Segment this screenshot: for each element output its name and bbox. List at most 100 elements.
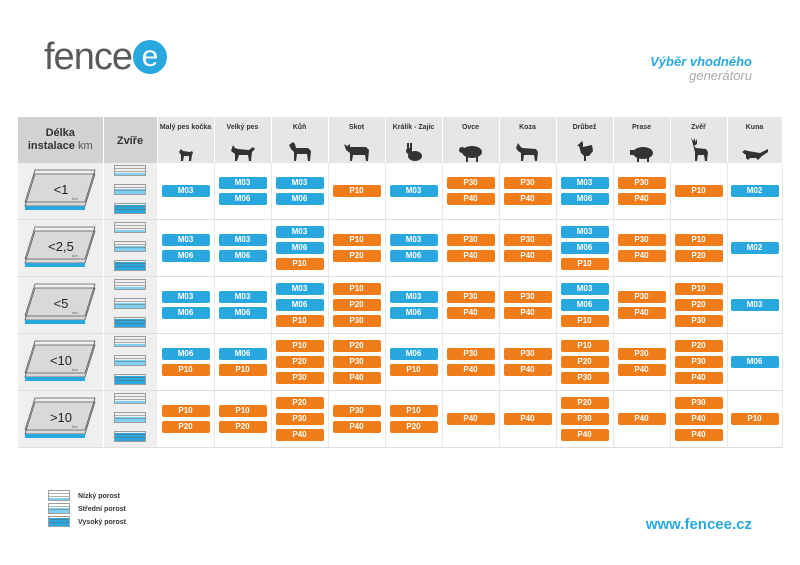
generator-badge: P40 xyxy=(617,307,666,319)
generator-badge: M06 xyxy=(560,193,609,205)
legend-item: Vysoký porost xyxy=(48,516,126,529)
generator-badge: M03 xyxy=(560,177,609,189)
medium-vegetation-fence-icon xyxy=(48,503,70,516)
generator-badge: P10 xyxy=(332,234,381,246)
generator-cell: M06 xyxy=(727,333,783,391)
sheep-icon xyxy=(443,140,499,162)
medium-vegetation-fence-icon xyxy=(114,182,146,200)
generator-badge: M06 xyxy=(218,193,267,205)
generator-cell: M03 M06 P10 xyxy=(556,276,614,334)
generator-cell: P10 P20 P30 xyxy=(271,333,329,391)
generator-cell: P10 P20 xyxy=(328,219,386,277)
generator-badge: P10 xyxy=(674,234,723,246)
generator-cell: M03 M06 P10 xyxy=(271,219,329,277)
length-row: <5 km M03 M06 M03 M06 M03 M06 P10 P10 P20 P30 M03 M06… xyxy=(18,276,783,334)
generator-selection-table: Délka instalace km Zvíře Malý pes kočka V… xyxy=(18,117,783,448)
vegetation-fence-cell xyxy=(103,163,158,220)
generator-badge: P30 xyxy=(503,234,552,246)
title-line-1: Výběr vhodného xyxy=(650,54,752,69)
generator-badge: P30 xyxy=(674,315,723,327)
generator-badge: P20 xyxy=(560,356,609,368)
animal-header: Zvíře xyxy=(103,117,158,163)
generator-badge: M03 xyxy=(389,234,438,246)
generator-badge: P20 xyxy=(560,397,609,409)
animal-col-9: Zvěř xyxy=(670,117,728,163)
generator-cell: P30 P40 xyxy=(613,219,671,277)
fenced-area-icon: <5 km xyxy=(24,283,96,324)
generator-cell: P40 xyxy=(442,390,500,448)
animal-name: Skot xyxy=(348,123,365,131)
generator-badge: P10 xyxy=(161,405,210,417)
generator-badge: M06 xyxy=(389,348,438,360)
small-dog-icon xyxy=(158,140,214,162)
generator-cell: P10 P20 xyxy=(385,390,443,448)
high-vegetation-fence-icon xyxy=(114,201,146,219)
generator-badge: P30 xyxy=(560,372,609,384)
generator-badge: M06 xyxy=(275,193,324,205)
generator-badge: P10 xyxy=(560,315,609,327)
generator-badge: P20 xyxy=(218,421,267,433)
medium-vegetation-fence-icon xyxy=(114,239,146,257)
generator-cell: P30 P40 xyxy=(328,390,386,448)
generator-cell: M02 xyxy=(727,219,783,277)
generator-cell: P40 xyxy=(613,390,671,448)
generator-cell: P30 P40 xyxy=(442,219,500,277)
generator-badge: P30 xyxy=(446,177,495,189)
animal-col-2: Kůň xyxy=(271,117,329,163)
generator-badge: P10 xyxy=(275,315,324,327)
high-vegetation-fence-icon xyxy=(114,258,146,276)
legend-label: Vysoký porost xyxy=(78,519,126,526)
generator-badge: P30 xyxy=(503,177,552,189)
high-vegetation-fence-icon xyxy=(114,429,146,447)
animal-name: Koza xyxy=(519,123,536,131)
generator-cell: M03 M06 P10 xyxy=(556,219,614,277)
high-vegetation-fence-icon xyxy=(114,315,146,333)
generator-cell: P10 P20 P30 xyxy=(556,333,614,391)
website-link[interactable]: www.fencee.cz xyxy=(645,516,752,533)
generator-badge: P40 xyxy=(674,372,723,384)
medium-vegetation-fence-icon xyxy=(114,296,146,314)
length-cell: <2,5 km xyxy=(18,219,104,277)
length-unit: km xyxy=(73,367,79,372)
animal-col-1: Velký pes xyxy=(214,117,272,163)
generator-badge: M03 xyxy=(161,291,210,303)
length-row: >10 km P10 P20 P10 P20 P20 P30 P40 P30 P40 P10 P20 P4… xyxy=(18,390,783,448)
generator-badge: P30 xyxy=(446,348,495,360)
title-line-2: generátoru xyxy=(689,67,752,83)
generator-cell: M06 P10 xyxy=(157,333,215,391)
generator-badge: P30 xyxy=(275,413,324,425)
generator-badge: P40 xyxy=(446,307,495,319)
generator-cell: P30 P40 xyxy=(442,276,500,334)
generator-badge: P30 xyxy=(674,356,723,368)
generator-badge: M03 xyxy=(275,177,324,189)
horse-icon xyxy=(272,140,328,162)
length-cell: <1 km xyxy=(18,163,104,220)
generator-badge: P40 xyxy=(332,372,381,384)
generator-badge: P30 xyxy=(332,405,381,417)
generator-cell: M06 P10 xyxy=(214,333,272,391)
generator-cell: M03 xyxy=(157,163,215,220)
generator-cell: P30 P40 xyxy=(499,276,557,334)
generator-badge: P20 xyxy=(161,421,210,433)
length-value: >10 xyxy=(50,410,72,425)
generator-badge: M03 xyxy=(389,185,438,197)
generator-badge: P30 xyxy=(617,291,666,303)
generator-cell: M03 M06 xyxy=(385,276,443,334)
low-vegetation-fence-icon xyxy=(114,277,146,295)
vegetation-legend: Nízký porost Střední porost Vysoký porost xyxy=(48,490,126,529)
generator-cell: P30 P40 xyxy=(613,333,671,391)
length-cell: <10 km xyxy=(18,333,104,391)
vegetation-fence-cell xyxy=(103,276,158,334)
legend-label: Střední porost xyxy=(78,506,126,513)
generator-badge: P40 xyxy=(674,429,723,441)
generator-badge: P30 xyxy=(332,315,381,327)
generator-badge: P10 xyxy=(161,364,210,376)
generator-badge: P40 xyxy=(275,429,324,441)
generator-badge: M03 xyxy=(730,299,779,311)
page-title: Výběr vhodného generátoru xyxy=(650,55,752,82)
generator-badge: P10 xyxy=(730,413,779,425)
generator-badge: P40 xyxy=(617,193,666,205)
logo-text: fence xyxy=(44,36,133,78)
generator-badge: P10 xyxy=(275,258,324,270)
generator-cell: M03 M06 xyxy=(157,276,215,334)
